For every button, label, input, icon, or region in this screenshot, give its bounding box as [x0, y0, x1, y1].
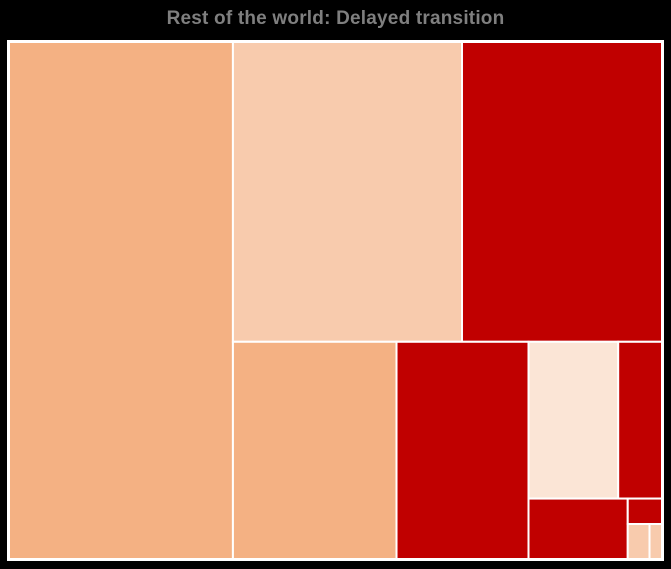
treemap-tile-8	[527, 497, 629, 561]
treemap-tile-11	[648, 523, 664, 560]
chart-title: Rest of the world: Delayed transition	[166, 8, 505, 29]
treemap-tile-7	[617, 340, 664, 500]
treemap-tile-3	[461, 41, 663, 343]
treemap-tiles	[8, 41, 664, 561]
treemap-tile-6	[527, 340, 620, 500]
treemap-tile-4	[231, 340, 398, 560]
treemap-tile-2	[231, 41, 464, 343]
treemap-tile-5	[395, 340, 530, 560]
treemap-tile-9	[626, 497, 663, 526]
treemap-tile-1	[8, 41, 234, 560]
treemap-tile-10	[626, 523, 651, 560]
